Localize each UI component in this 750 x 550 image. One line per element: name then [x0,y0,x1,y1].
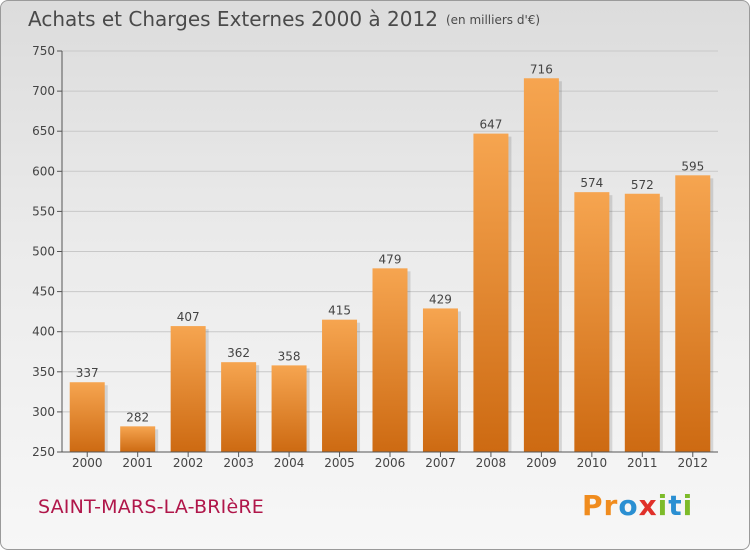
logo-letter: i [657,489,669,522]
bar [120,426,156,452]
bar-value-label: 407 [177,310,200,324]
y-tick-label: 250 [32,445,55,459]
bar-value-label: 574 [580,176,603,190]
bar-value-label: 572 [631,178,654,192]
bar [473,133,509,452]
y-tick-label: 700 [32,84,55,98]
x-tick-label: 2000 [72,456,103,470]
y-tick-label: 500 [32,245,55,259]
x-tick-label: 2012 [677,456,708,470]
logo-letter: i [682,489,694,522]
x-tick-label: 2011 [627,456,658,470]
commune-name: SAINT-MARS-LA-BRIèRE [38,496,264,518]
x-tick-label: 2009 [526,456,557,470]
x-tick-label: 2002 [173,456,204,470]
bar [624,193,660,453]
bar-value-label: 358 [278,349,301,363]
x-tick-label: 2003 [223,456,254,470]
x-tick-label: 2008 [476,456,507,470]
x-tick-label: 2007 [425,456,456,470]
y-tick-label: 650 [32,124,55,138]
x-tick-label: 2006 [375,456,406,470]
bar [574,192,610,453]
bar-value-label: 282 [126,410,149,424]
bar [69,382,105,452]
bar-value-label: 716 [530,62,553,76]
logo-letter: o [618,489,639,522]
y-tick-label: 450 [32,285,55,299]
logo-letter: t [668,489,683,522]
y-tick-label: 300 [32,405,55,419]
bar-value-label: 647 [479,118,502,132]
bar-value-label: 362 [227,346,250,360]
logo-letter: P [582,489,604,522]
bar [372,268,408,452]
y-tick-label: 550 [32,204,55,218]
x-tick-label: 2010 [577,456,608,470]
bar [221,362,257,452]
logo-letter: x [638,489,658,522]
y-tick-label: 400 [32,325,55,339]
proxiti-logo: Proxiti [582,489,693,522]
y-tick-label: 750 [32,44,55,58]
bar [322,319,358,452]
x-tick-label: 2001 [122,456,153,470]
bar [170,326,206,452]
chart-subtitle: (en milliers d'€) [445,13,541,27]
bar-value-label: 595 [681,159,704,173]
x-tick-label: 2005 [324,456,355,470]
y-tick-label: 350 [32,365,55,379]
bar-value-label: 337 [76,366,99,380]
chart-title-block: Achats et Charges Externes 2000 à 2012 (e… [28,7,540,31]
bar [422,308,458,452]
x-tick-label: 2004 [274,456,305,470]
bar [675,175,711,452]
bar [271,365,307,452]
y-tick-label: 600 [32,164,55,178]
bars: 337 282 407 362 358 415 479 429 647 716 574 572 595 [69,62,714,453]
chart-title: Achats et Charges Externes 2000 à 2012 [28,7,438,31]
bar-value-label: 479 [379,252,402,266]
bar [523,78,559,452]
logo-letter: r [603,489,619,522]
bar-value-label: 415 [328,304,351,318]
bar-value-label: 429 [429,292,452,306]
axes: 250 300 350 400 450 500 550 600 650 700 750 2000 200… [32,44,718,470]
